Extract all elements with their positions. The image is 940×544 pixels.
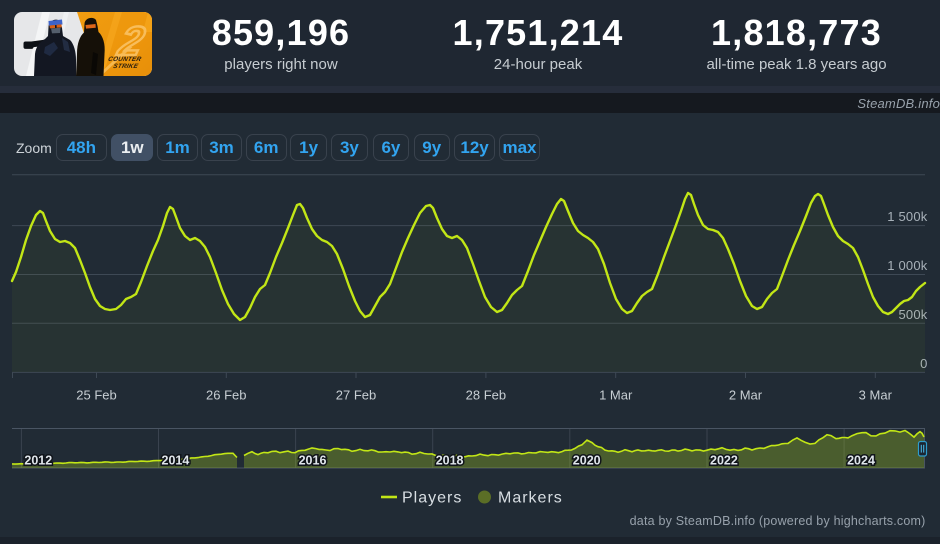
- svg-text:COUNTER: COUNTER: [107, 56, 142, 63]
- svg-text:STRIKE: STRIKE: [112, 63, 139, 70]
